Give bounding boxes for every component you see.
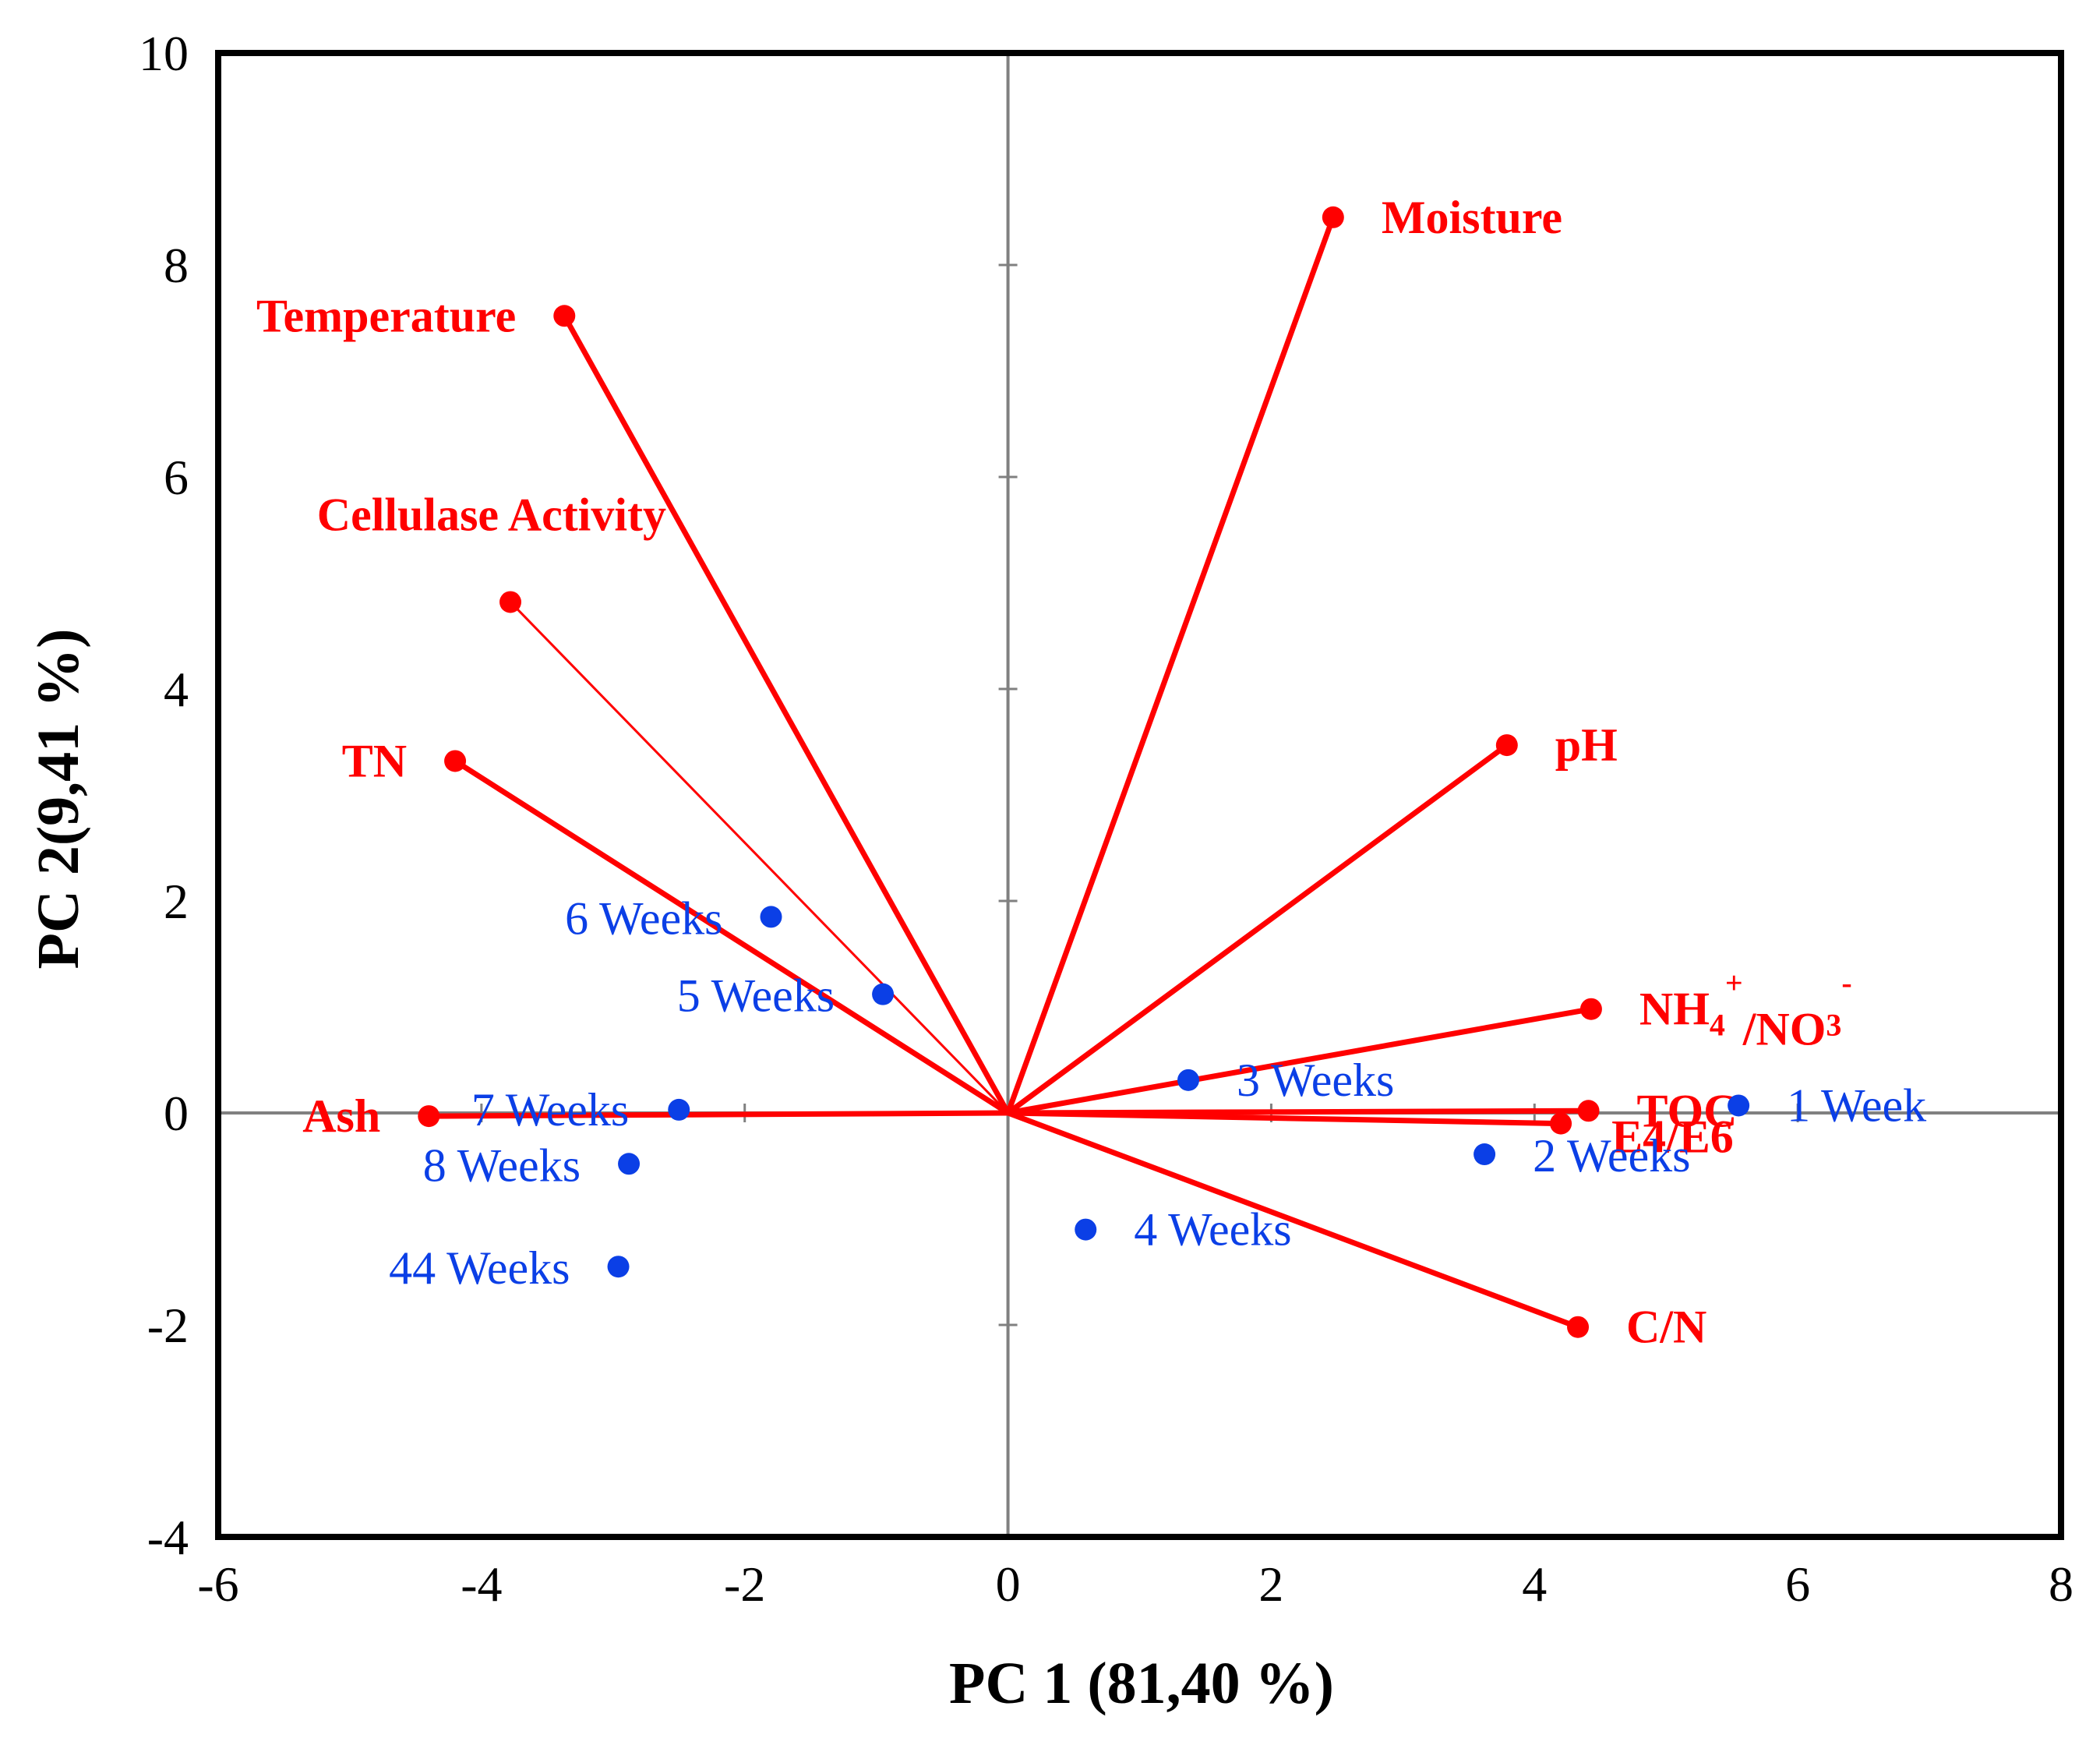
frame-layer — [215, 50, 2064, 1540]
scores-layer: 1 Week 2 Weeks 3 Weeks 4 Weeks 5 Weeks 6 Week… — [389, 892, 1926, 1294]
loading-point — [1322, 206, 1344, 228]
sample-label: 7 Weeks — [471, 1084, 629, 1136]
loading-label: C/N — [1626, 1302, 1706, 1353]
loading-vector — [1007, 1110, 1579, 1330]
plot-frame — [215, 50, 2064, 1540]
loading-point — [1579, 998, 1602, 1020]
y-tick-label: -2 — [147, 1298, 189, 1353]
x-axis-title: PC 1 (81,40 %) — [949, 1651, 1334, 1716]
loading-vector — [454, 758, 1010, 1115]
loading-point — [1577, 1100, 1600, 1122]
loading-point — [1550, 1112, 1572, 1135]
x-tick-label: 4 — [1522, 1556, 1547, 1612]
sample-point — [760, 906, 782, 928]
x-tick-label: -6 — [197, 1556, 238, 1612]
sample-label: 4 Weeks — [1134, 1204, 1291, 1256]
sample-point — [1474, 1143, 1496, 1166]
loadings-layer: Moisture Temperature Cellulase Activity TN p… — [256, 192, 1852, 1353]
x-tick-label: 0 — [996, 1556, 1021, 1612]
loading-label: Ash — [302, 1090, 380, 1142]
loading-point — [1495, 734, 1518, 757]
sample-label: 5 Weeks — [677, 970, 835, 1022]
sample-label: 3 Weeks — [1237, 1054, 1394, 1106]
x-tick-label: 8 — [2049, 1556, 2074, 1612]
x-tick-label: -4 — [461, 1556, 502, 1612]
loading-label: TOC — [1637, 1085, 1738, 1136]
y-tick-label: 10 — [139, 26, 189, 81]
loading-label: NH4+/NO3- — [1639, 966, 1852, 1055]
loading-vector — [429, 1110, 1008, 1119]
sample-label: 1 Week — [1787, 1079, 1926, 1131]
x-tick-label: 6 — [1785, 1556, 1810, 1612]
sample-point — [1075, 1218, 1097, 1241]
loading-vector — [509, 601, 1009, 1115]
loading-label: Moisture — [1382, 192, 1562, 243]
sample-point — [872, 983, 895, 1005]
loading-label: Temperature — [256, 290, 516, 341]
y-tick-label: -4 — [147, 1510, 189, 1565]
x-tick-label: -2 — [724, 1556, 765, 1612]
loading-vector — [1008, 1110, 1562, 1127]
sample-label: 8 Weeks — [423, 1139, 581, 1191]
y-tick-label: 2 — [164, 874, 189, 929]
y-tick-label: 0 — [164, 1086, 189, 1141]
loading-point — [499, 591, 522, 613]
y-tick-label: 8 — [164, 238, 189, 293]
y-tick-label: 6 — [164, 450, 189, 505]
loading-label: Cellulase Activity — [317, 489, 666, 540]
y-axis-title: PC 2(9,41 %) — [26, 629, 91, 970]
x-tick-label: 2 — [1258, 1556, 1283, 1612]
sample-point — [618, 1153, 641, 1175]
loading-vector — [1007, 1006, 1592, 1116]
loading-label: E4/E6 — [1611, 1111, 1734, 1163]
sample-point — [607, 1256, 630, 1278]
loading-vector — [562, 314, 1011, 1115]
loading-point — [444, 750, 467, 772]
sample-point — [1177, 1069, 1200, 1091]
loading-point — [1567, 1316, 1590, 1338]
loading-point — [418, 1105, 440, 1128]
sample-point — [668, 1098, 690, 1121]
loading-label: TN — [342, 735, 407, 786]
y-tick-label: 4 — [164, 662, 189, 717]
loading-point — [553, 305, 576, 327]
sample-label: 44 Weeks — [389, 1242, 570, 1294]
loading-vector — [1006, 743, 1509, 1115]
loading-label: pH — [1555, 719, 1618, 771]
loading-vector — [1005, 216, 1336, 1115]
sample-label: 2 Weeks — [1533, 1130, 1690, 1182]
sample-label: 6 Weeks — [565, 892, 722, 944]
sample-point — [1728, 1094, 1750, 1117]
